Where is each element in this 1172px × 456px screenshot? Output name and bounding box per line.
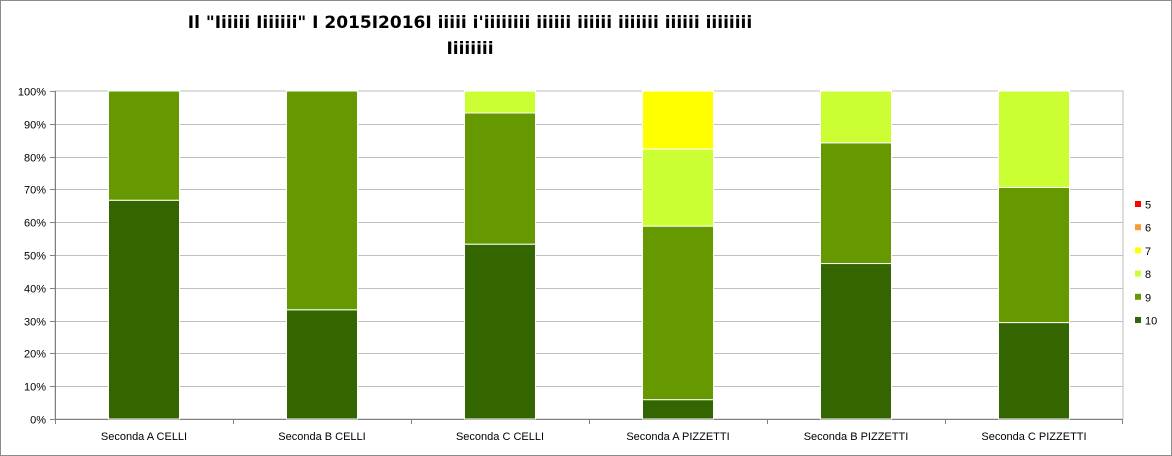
bar-segment: [642, 225, 714, 401]
y-tick-label: 30%: [24, 317, 46, 329]
y-tick-label: 90%: [24, 120, 46, 132]
y-tick-label: 80%: [24, 153, 46, 165]
bar-segment: [464, 90, 536, 114]
bar-segment: [642, 90, 714, 150]
legend-label: 7: [1145, 246, 1151, 258]
bar-segment: [820, 90, 892, 144]
y-tick-label: 40%: [24, 284, 46, 296]
legend-label: 6: [1145, 223, 1151, 235]
bar-segment: [286, 90, 358, 311]
legend-swatch: [1135, 201, 1141, 207]
x-category-label: Seconda B CELLI: [278, 431, 365, 443]
legend-label: 5: [1145, 200, 1151, 212]
bar-segment: [464, 112, 536, 245]
bar-segment: [286, 309, 358, 420]
legend-swatch: [1135, 247, 1141, 254]
y-tick-label: 50%: [24, 251, 46, 263]
x-category-label: Seconda B PIZZETTI: [804, 431, 909, 443]
y-tick-label: 10%: [24, 382, 46, 394]
chart-title-line-1: Il "Iiiiii Iiiiiii" I 2015I2016I iiiii i…: [187, 13, 753, 33]
x-category-label: Seconda A CELLI: [101, 431, 187, 443]
bar-segment: [998, 186, 1070, 324]
x-category-label: Seconda A PIZZETTI: [626, 431, 729, 443]
bar-segment: [108, 90, 180, 201]
bar-segment: [642, 148, 714, 227]
y-tick-label: 0%: [30, 415, 46, 427]
legend-swatch: [1135, 317, 1141, 323]
bar-segment: [820, 263, 892, 420]
legend-label: 9: [1145, 292, 1151, 304]
y-tick-label: 70%: [24, 185, 46, 197]
x-category-label: Seconda C PIZZETTI: [981, 431, 1086, 443]
legend-label: 10: [1145, 316, 1157, 328]
bar-segment: [820, 142, 892, 265]
chart-title: Il "Iiiiii Iiiiiii" I 2015I2016I iiiii i…: [140, 10, 800, 62]
legend-swatch: [1135, 270, 1141, 277]
bar-segment: [642, 399, 714, 420]
bar-segment: [108, 199, 180, 420]
chart-title-line-2: Iiiiiiii: [446, 39, 494, 59]
bar-segment: [464, 243, 536, 420]
y-tick-label: 20%: [24, 349, 46, 361]
legend-label: 8: [1145, 269, 1151, 281]
legend-swatch: [1135, 224, 1141, 231]
bar-segment: [998, 322, 1070, 420]
x-category-label: Seconda C CELLI: [456, 431, 544, 443]
bar-segment: [998, 90, 1070, 188]
y-tick-label: 100%: [18, 87, 46, 99]
legend-swatch: [1135, 293, 1141, 300]
y-tick-label: 60%: [24, 218, 46, 230]
